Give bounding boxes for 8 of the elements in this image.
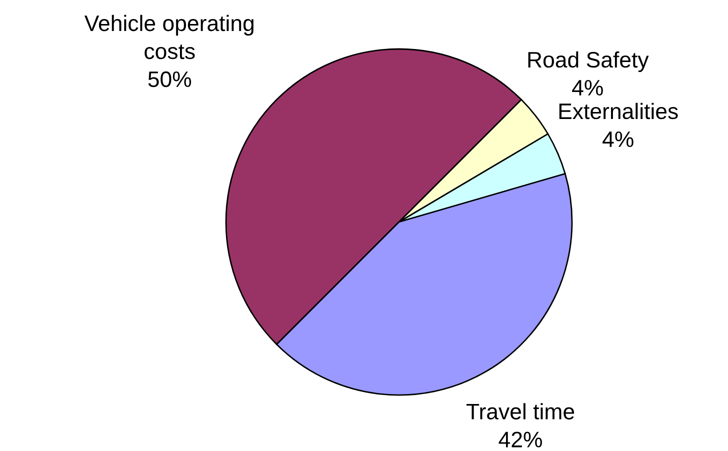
data-label: 50% — [148, 71, 192, 88]
data-label: 4% — [572, 80, 603, 96]
slice-label: Travel time — [466, 403, 574, 420]
slice-label: Vehicle operating costs — [84, 14, 254, 60]
data-label: 4% — [602, 131, 634, 148]
data-label: 42% — [498, 432, 542, 448]
slice-label: Road Safety — [528, 51, 649, 72]
slice-label: Externalities — [559, 102, 678, 120]
